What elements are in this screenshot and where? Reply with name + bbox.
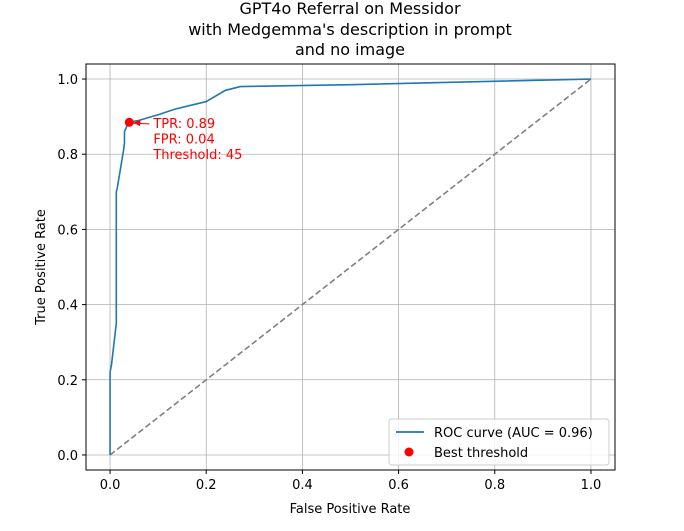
annotation-fpr: FPR: 0.04 xyxy=(153,132,214,147)
x-tick-label-2: 0.4 xyxy=(292,478,313,493)
chart-title-line-2: with Medgemma's description in prompt xyxy=(188,20,512,39)
best-threshold-point xyxy=(124,117,134,127)
x-axis-label: False Positive Rate xyxy=(290,502,411,517)
y-tick-label-1: 0.2 xyxy=(57,374,78,389)
annotation-threshold: Threshold: 45 xyxy=(152,148,242,163)
axis-ticks: 0.0 0.2 0.4 0.6 0.8 1.0 0.0 0.2 0.4 0.6 0.8 1.0 xyxy=(57,73,601,493)
x-tick-label-4: 0.8 xyxy=(484,478,505,493)
x-tick-label-5: 1.0 xyxy=(581,478,602,493)
plot-frame xyxy=(85,63,616,471)
legend-box xyxy=(388,418,610,466)
x-tick-label-0: 0.0 xyxy=(100,478,121,493)
y-tick-label-5: 1.0 xyxy=(57,73,78,88)
x-tick-label-1: 0.2 xyxy=(196,478,217,493)
y-tick-label-3: 0.6 xyxy=(57,223,78,238)
chart-title-line-1: GPT4o Referral on Messidor xyxy=(239,0,461,18)
grid-lines xyxy=(86,64,615,470)
legend: ROC curve (AUC = 0.96) Best threshold xyxy=(388,418,610,466)
legend-best-label: Best threshold xyxy=(434,446,528,461)
y-tick-label-4: 0.8 xyxy=(57,148,78,163)
y-tick-label-0: 0.0 xyxy=(57,449,78,464)
annotation-arrowhead xyxy=(133,120,141,127)
y-axis-label: True Positive Rate xyxy=(34,209,49,326)
y-tick-label-2: 0.4 xyxy=(57,299,78,314)
legend-best-swatch xyxy=(404,447,414,457)
best-threshold-annotation: TPR: 0.89 FPR: 0.04 Threshold: 45 xyxy=(133,117,242,163)
legend-roc-label: ROC curve (AUC = 0.96) xyxy=(434,426,593,441)
chance-diagonal-line xyxy=(109,78,592,456)
chart-title-line-3: and no image xyxy=(295,40,405,59)
series-layer xyxy=(109,78,592,456)
annotation-tpr: TPR: 0.89 xyxy=(152,117,215,132)
x-tick-label-3: 0.6 xyxy=(388,478,409,493)
plot-area xyxy=(86,64,615,470)
